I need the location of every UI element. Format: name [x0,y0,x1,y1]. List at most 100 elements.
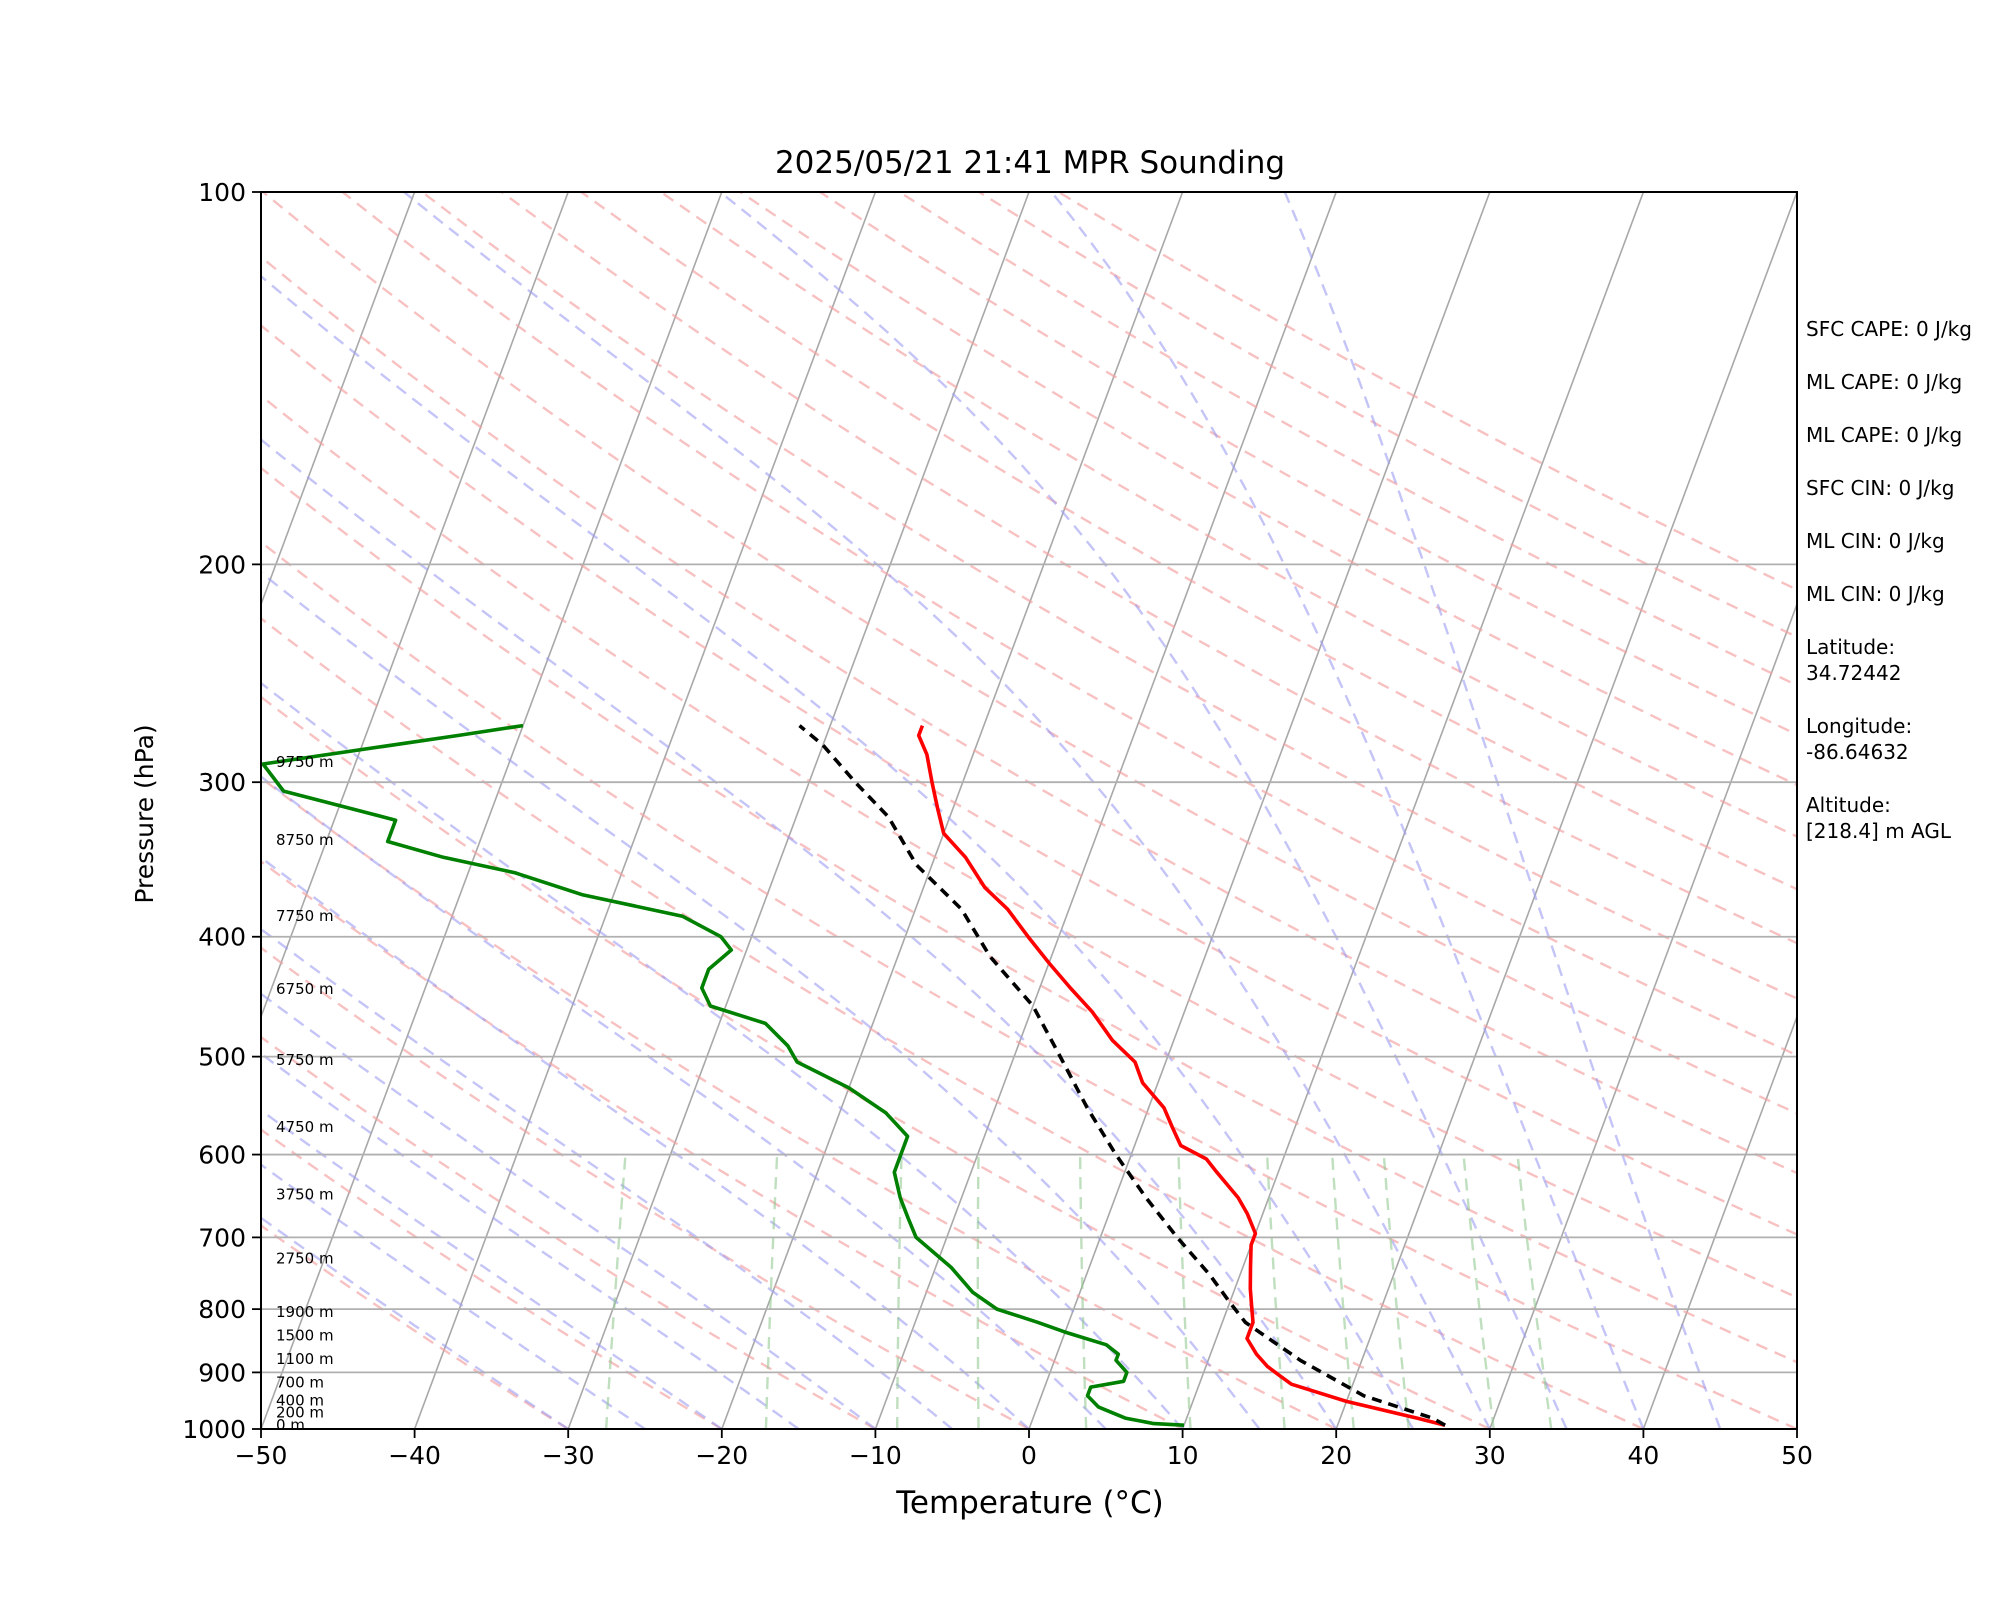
dry-adiabat [819,192,1797,736]
mixing-ratio-line [604,1154,627,1429]
isotherm [721,192,1184,1429]
dry-adiabat [261,1224,569,1429]
info-sfc-cape: SFC CAPE: 0 J/kg [1806,317,1972,341]
mixing-ratio-line [1516,1154,1553,1429]
mixing-ratio-line [976,1154,980,1429]
isotherm [1028,192,1491,1429]
dry-adiabat [261,776,1337,1429]
info-longitude: Longitude: -86.64632 [1806,714,1913,764]
dry-adiabat [580,192,1797,891]
moist-adiabat [1283,192,1722,1429]
mixing-ratio-line [1177,1154,1192,1429]
x-axis-label: Temperature (°C) [895,1485,1164,1521]
info-sfc-cin: SFC CIN: 0 J/kg [1806,476,1955,500]
y-ticks: 100 200 300 400 500 600 700 800 900 1000 [182,178,261,1444]
pressure-grid [261,192,1797,1429]
sounding-info-panel: SFC CAPE: 0 J/kg ML CAPE: 0 J/kg ML CAPE… [1806,316,1996,871]
y-axis-label: Pressure (hPa) [130,724,159,903]
x-tick-label: 10 [1167,1441,1199,1470]
y-tick-label: 700 [198,1223,246,1252]
dry-adiabat [261,323,1797,1236]
isotherm [1181,192,1645,1429]
info-latitude: Latitude: 34.72442 [1806,635,1902,685]
y-tick-label: 500 [198,1043,246,1072]
isotherm [261,192,416,607]
moist-adiabat [403,192,1491,1429]
dry-adiabat [261,255,1797,1175]
x-tick-label: −20 [695,1441,748,1470]
dry-adiabat [261,394,1797,1299]
moist-adiabat [719,192,1568,1429]
height-label: 1500 m [276,1326,334,1344]
isotherm [0,192,107,1429]
height-label: 4750 m [276,1118,334,1136]
moist-adiabat [261,571,1261,1429]
moist-adiabat [261,775,1107,1429]
isotherm [1335,192,1797,1429]
dry-adiabat [261,540,1797,1429]
moist-adiabat [261,1052,800,1429]
x-tick-label: 30 [1474,1441,1506,1470]
parcel-path-line [798,724,1446,1427]
isotherm [567,192,1030,1429]
x-tick-label: 50 [1781,1441,1813,1470]
info-altitude: Altitude: [218.4] m AGL [1806,793,1952,843]
x-tick-label: 0 [1021,1441,1037,1470]
moist-adiabat [261,274,1415,1429]
height-label: 3750 m [276,1185,334,1203]
x-tick-label: 20 [1320,1441,1352,1470]
x-ticks: −50 −40 −30 −20 −10 0 10 20 30 40 50 [235,1429,1813,1470]
chart-title: 2025/05/21 21:41 MPR Sounding [775,145,1285,181]
height-label: 1100 m [276,1350,334,1368]
mixing-ratio-line [1078,1154,1088,1429]
x-tick-label: −10 [849,1441,902,1470]
background-lines [0,192,1797,1429]
dry-adiabat [261,1035,876,1429]
moist-adiabat [261,992,877,1429]
height-label: 7750 m [276,907,334,925]
dry-adiabat [500,192,1797,945]
x-tick-label: −50 [235,1441,288,1470]
height-label: 1900 m [276,1303,334,1321]
dewpoint-line [261,723,1185,1427]
dry-adiabat [261,859,1184,1429]
y-tick-label: 800 [198,1295,246,1324]
dry-adiabat [262,192,1797,1115]
moist-adiabat [261,1163,646,1429]
height-label: 9750 m [276,753,334,771]
x-tick-label: −40 [388,1441,441,1470]
dry-adiabat [261,466,1797,1364]
isotherm [261,192,723,1429]
isotherm [261,192,569,1019]
moist-adiabat [261,681,1184,1429]
dry-adiabat [261,1128,723,1429]
info-ml-cape-2: ML CAPE: 0 J/kg [1806,423,1963,447]
moist-adiabat [261,438,1338,1429]
isotherm [874,192,1337,1429]
moist-adiabat [261,856,1030,1429]
height-label: 400 m [276,1391,324,1409]
data-lines [261,723,1446,1427]
isotherm [1642,1014,1797,1429]
y-tick-label: 300 [198,768,246,797]
y-tick-label: 900 [198,1358,246,1387]
info-ml-cin: ML CIN: 0 J/kg [1806,529,1945,553]
y-tick-label: 400 [198,923,246,952]
y-tick-label: 100 [198,178,246,207]
dry-adiabat [261,946,1030,1429]
dry-adiabat [341,192,1797,1057]
y-tick-label: 200 [198,550,246,579]
height-label: 6750 m [276,980,334,998]
isotherm [413,192,877,1429]
info-ml-cape: ML CAPE: 0 J/kg [1806,370,1963,394]
isotherm [1489,602,1797,1429]
dry-adiabat [421,192,1797,1000]
y-tick-label: 600 [198,1141,246,1170]
dry-adiabat [261,616,1644,1429]
x-tick-label: 40 [1627,1441,1659,1470]
temperature-line [916,724,1446,1427]
height-label: 200 m [276,1404,324,1422]
moist-adiabat [1050,192,1645,1429]
